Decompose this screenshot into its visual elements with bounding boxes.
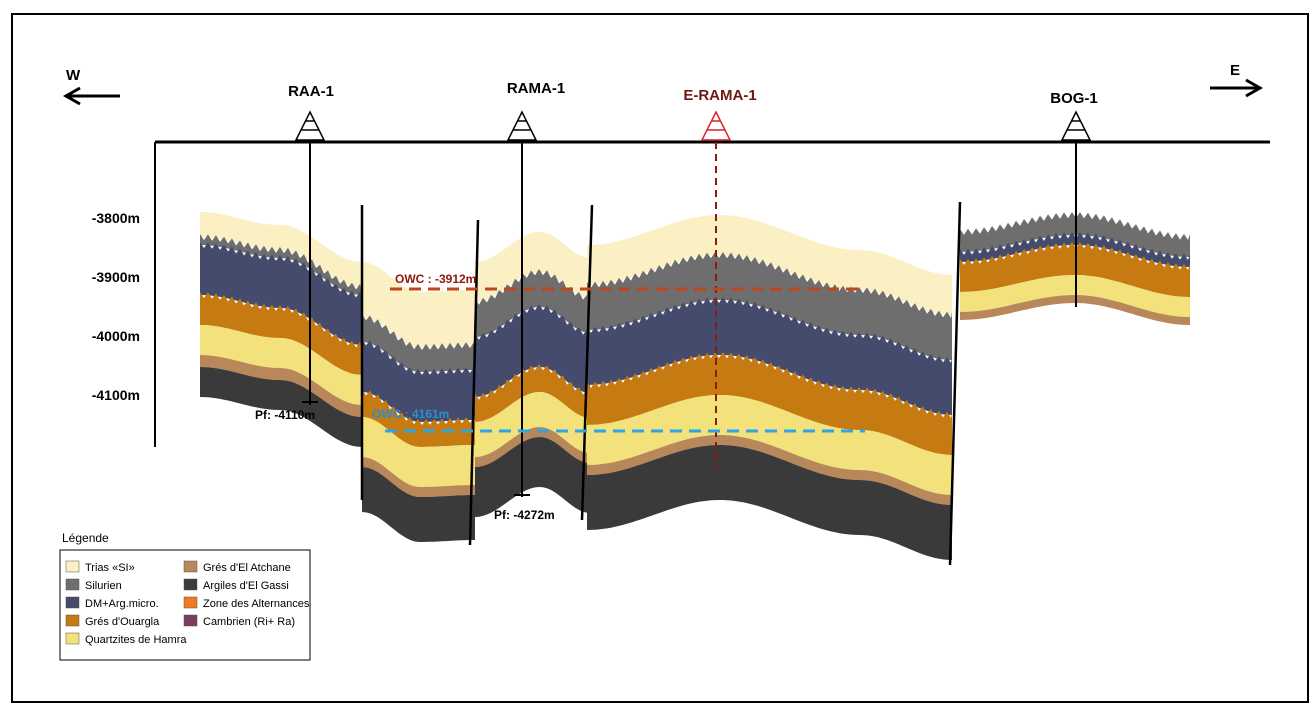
direction-label: E [1230,62,1240,79]
legend-label: Zone des Alternances [203,598,310,610]
legend-swatch [66,633,79,644]
depth-label: -3900m [92,269,140,285]
well-label: RAMA-1 [507,80,565,97]
owc-label: OWC : -3912m [395,272,476,286]
depth-label: -4000m [92,328,140,344]
legend-swatch [184,615,197,626]
well-label: E-RAMA-1 [683,87,756,104]
derrick [1062,112,1090,140]
legend-label: Grés d'Ouargla [85,616,160,628]
well-label: RAA-1 [288,83,334,100]
legend-title: Légende [62,531,109,545]
legend-swatch [66,579,79,590]
legend-swatch [66,615,79,626]
legend-label: Grés d'El Atchane [203,562,291,574]
legend-label: DM+Arg.micro. [85,598,159,610]
direction-label: W [66,67,81,84]
legend-swatch [66,597,79,608]
legend-label: Trias «SI» [85,562,135,574]
derricks [296,112,1090,140]
legend-swatch [184,561,197,572]
depth-label: -3800m [92,210,140,226]
derrick [702,112,730,140]
pf-label: Pf: -4272m [494,508,555,522]
west-arrow [66,88,120,104]
cross-section: W E RAA-1 RAMA-1 E-RAMA-1 BOG-1 -3800m -… [0,0,1311,704]
legend-swatch [66,561,79,572]
legend-label: Cambrien (Ri+ Ra) [203,616,295,628]
depth-label: -4100m [92,387,140,403]
well-label: BOG-1 [1050,90,1098,107]
legend-label: Quartzites de Hamra [85,634,187,646]
derrick [508,112,536,140]
legend-label: Argiles d'El Gassi [203,580,289,592]
derrick [296,112,324,140]
layers [200,212,1190,560]
legend-swatch [184,597,197,608]
pf-label: Pf: -4110m [255,408,315,422]
owc-label: OWC : 4161m [372,407,449,421]
legend-swatch [184,579,197,590]
legend-label: Silurien [85,580,122,592]
east-arrow [1210,80,1260,96]
